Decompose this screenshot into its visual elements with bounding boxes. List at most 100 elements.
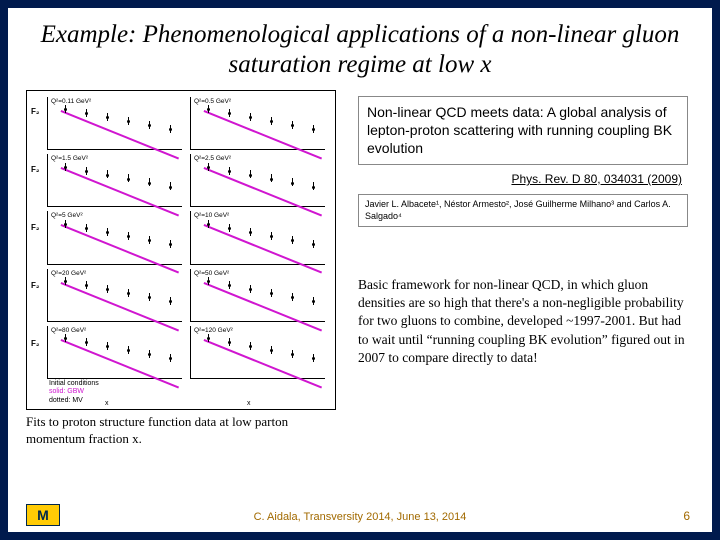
footer: M C. Aidala, Transversity 2014, June 13,…	[8, 504, 712, 526]
fit-curve	[204, 224, 323, 273]
panel-q2-label: Q²=5 GeV²	[51, 212, 83, 219]
error-bar	[128, 117, 129, 125]
error-bar	[170, 125, 171, 133]
error-bar	[250, 170, 251, 178]
error-bar	[65, 277, 66, 285]
error-bar	[271, 289, 272, 297]
error-bar	[229, 167, 230, 175]
figure-caption: Fits to proton structure function data a…	[26, 414, 336, 448]
error-bar	[208, 277, 209, 285]
error-bar	[292, 293, 293, 301]
fit-curve	[204, 282, 323, 331]
error-bar	[229, 224, 230, 232]
x-axis-label: x	[105, 400, 109, 407]
slide-title: Example: Phenomenological applications o…	[8, 8, 712, 86]
error-bar	[170, 240, 171, 248]
error-bar	[65, 105, 66, 113]
error-bar	[128, 289, 129, 297]
chart-panel: Q²=50 GeV²	[190, 269, 325, 322]
error-bar	[292, 350, 293, 358]
chart-panel: Q²=0.11 GeV²	[47, 97, 182, 150]
error-bar	[271, 346, 272, 354]
chart-panel: Q²=1.5 GeV²	[47, 154, 182, 207]
panel-q2-label: Q²=0.5 GeV²	[194, 98, 231, 105]
fit-curve	[61, 224, 180, 273]
error-bar	[170, 182, 171, 190]
error-bar	[208, 105, 209, 113]
legend-line-gbw: solid: GBW	[49, 388, 99, 396]
body-paragraph: Basic framework for non-linear QCD, in w…	[358, 276, 688, 367]
error-bar	[128, 232, 129, 240]
y-axis-label: F₂	[31, 107, 39, 116]
fit-curve	[61, 110, 180, 159]
error-bar	[208, 334, 209, 342]
error-bar	[313, 182, 314, 190]
error-bar	[229, 281, 230, 289]
error-bar	[250, 113, 251, 121]
error-bar	[208, 163, 209, 171]
panel-q2-label: Q²=10 GeV²	[194, 212, 229, 219]
error-bar	[149, 293, 150, 301]
error-bar	[149, 236, 150, 244]
error-bar	[313, 354, 314, 362]
panel-grid: Q²=0.11 GeV² Q²=0.5 GeV² Q²=1.5 GeV² Q²=2.5…	[27, 91, 335, 381]
legend-line-mv: dotted: MV	[49, 397, 99, 405]
fit-curve	[204, 167, 323, 216]
authors-box: Javier L. Albacete¹, Néstor Armesto², Jo…	[358, 194, 688, 227]
f2-figure: Q²=0.11 GeV² Q²=0.5 GeV² Q²=1.5 GeV² Q²=2.5…	[26, 90, 336, 410]
error-bar	[271, 117, 272, 125]
panel-q2-label: Q²=80 GeV²	[51, 327, 86, 334]
y-axis-label: F₂	[31, 339, 39, 348]
error-bar	[65, 334, 66, 342]
error-bar	[107, 113, 108, 121]
error-bar	[65, 163, 66, 171]
error-bar	[128, 174, 129, 182]
y-axis-label: F₂	[31, 223, 39, 232]
error-bar	[107, 170, 108, 178]
error-bar	[208, 220, 209, 228]
error-bar	[313, 125, 314, 133]
error-bar	[229, 338, 230, 346]
chart-panel: Q²=120 GeV²	[190, 326, 325, 379]
paper-title: Non-linear QCD meets data: A global anal…	[367, 103, 679, 158]
chart-panel: Q²=10 GeV²	[190, 211, 325, 264]
footer-center: C. Aidala, Transversity 2014, June 13, 2…	[8, 511, 712, 523]
paper-title-box: Non-linear QCD meets data: A global anal…	[358, 96, 688, 165]
error-bar	[107, 228, 108, 236]
fit-curve	[61, 167, 180, 216]
error-bar	[65, 220, 66, 228]
y-axis-label: F₂	[31, 165, 39, 174]
error-bar	[128, 346, 129, 354]
chart-panel: Q²=2.5 GeV²	[190, 154, 325, 207]
chart-panel: Q²=0.5 GeV²	[190, 97, 325, 150]
error-bar	[271, 174, 272, 182]
slide: Example: Phenomenological applications o…	[8, 8, 712, 532]
panel-q2-label: Q²=50 GeV²	[194, 270, 229, 277]
x-axis-label: x	[247, 400, 251, 407]
error-bar	[107, 285, 108, 293]
paper-reference: Phys. Rev. D 80, 034031 (2009)	[511, 172, 682, 186]
error-bar	[313, 297, 314, 305]
chart-panel: Q²=5 GeV²	[47, 211, 182, 264]
error-bar	[86, 281, 87, 289]
error-bar	[86, 224, 87, 232]
error-bar	[292, 121, 293, 129]
panel-q2-label: Q²=120 GeV²	[194, 327, 233, 334]
figure-legend: Initial conditions solid: GBW dotted: MV	[49, 380, 99, 405]
error-bar	[170, 354, 171, 362]
error-bar	[292, 236, 293, 244]
error-bar	[107, 342, 108, 350]
fit-curve	[61, 282, 180, 331]
fit-curve	[204, 110, 323, 159]
y-axis-label: F₂	[31, 281, 39, 290]
authors: Javier L. Albacete¹, Néstor Armesto², Jo…	[365, 199, 671, 221]
panel-q2-label: Q²=1.5 GeV²	[51, 155, 88, 162]
error-bar	[250, 228, 251, 236]
error-bar	[250, 342, 251, 350]
error-bar	[250, 285, 251, 293]
panel-q2-label: Q²=0.11 GeV²	[51, 98, 91, 105]
error-bar	[86, 167, 87, 175]
error-bar	[149, 121, 150, 129]
error-bar	[149, 350, 150, 358]
chart-panel: Q²=20 GeV²	[47, 269, 182, 322]
